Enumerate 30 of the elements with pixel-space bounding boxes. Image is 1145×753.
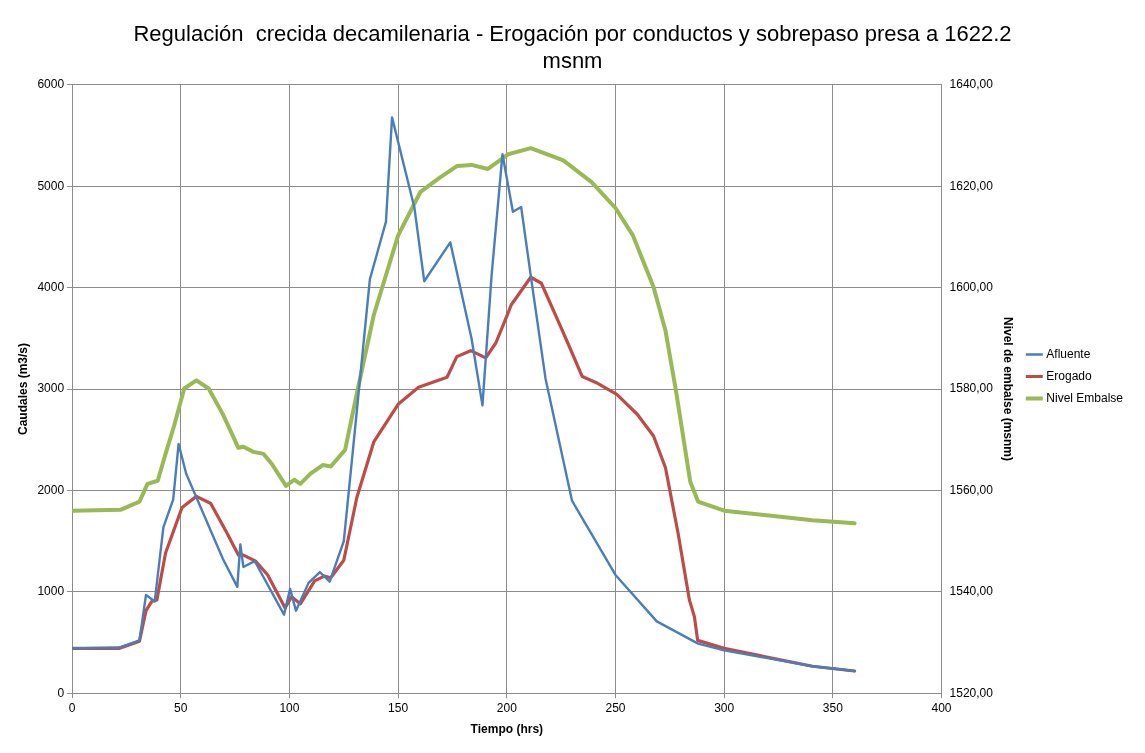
legend-label: Nivel Embalse [1046, 390, 1124, 405]
y-tick-label: 2000 [37, 482, 65, 497]
y-tick-label: 4000 [37, 279, 65, 294]
x-tick-label: 50 [174, 700, 188, 715]
x-tick-label: 100 [279, 700, 300, 715]
y2-tick-label: 1560,00 [949, 482, 994, 497]
y2-tick-label: 1540,00 [949, 584, 994, 599]
y2-tick-label: 1520,00 [949, 685, 994, 700]
x-tick-label: 250 [605, 700, 626, 715]
y2-axis-title: Nivel de embalse (msnm) [1000, 316, 1015, 462]
y-tick-label: 6000 [37, 77, 65, 92]
x-axis-title: Tiempo (hrs) [470, 722, 544, 737]
chart-title: Regulación crecida decamilenaria - Erogación por conductos y sobrepaso presa a 1622.2 msnm [133, 21, 1012, 73]
y2-tick-label: 1620,00 [949, 178, 994, 193]
y-tick-label: 5000 [37, 178, 65, 193]
y-axis-title: Caudales (m3/s) [15, 342, 30, 436]
x-tick-label: 350 [822, 700, 844, 715]
legend-label: Afluente [1046, 346, 1091, 361]
x-tick-label: 300 [714, 700, 735, 715]
y-tick-label: 3000 [37, 381, 65, 396]
y2-tick-label: 1600,00 [949, 279, 994, 294]
legend-label: Erogado [1046, 368, 1092, 383]
x-tick-label: 150 [388, 700, 409, 715]
x-tick-label: 400 [931, 700, 952, 715]
y2-tick-label: 1640,00 [949, 77, 994, 92]
y-tick-label: 0 [57, 685, 65, 700]
y2-tick-label: 1580,00 [949, 381, 994, 396]
x-tick-label: 200 [496, 700, 518, 715]
y-tick-label: 1000 [37, 584, 65, 599]
x-tick-label: 0 [68, 700, 76, 715]
